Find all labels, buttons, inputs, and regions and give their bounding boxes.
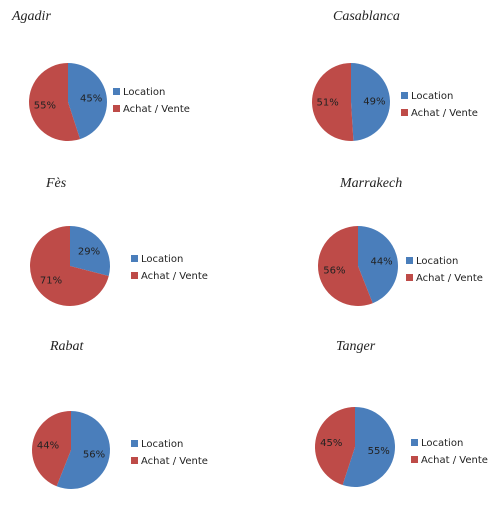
- pie-slice: [358, 226, 399, 304]
- legend-swatch: [131, 440, 138, 447]
- legend-label: Achat / Vente: [141, 456, 208, 467]
- data-label: 44%: [370, 257, 392, 268]
- legend-label: Location: [141, 254, 183, 265]
- pie-slice: [56, 411, 110, 489]
- data-label: 45%: [80, 93, 102, 104]
- pie-slice: [351, 62, 391, 141]
- chart-title: Fès: [45, 176, 67, 191]
- chart-title: Casablanca: [333, 9, 400, 24]
- data-label: 56%: [83, 449, 105, 460]
- pie-slice: [30, 226, 109, 307]
- legend-swatch: [401, 109, 408, 116]
- legend-swatch: [113, 88, 120, 95]
- legend-swatch: [411, 456, 418, 463]
- data-label: 71%: [40, 276, 62, 287]
- legend-label: Achat / Vente: [416, 273, 483, 284]
- pie-slice: [28, 63, 81, 142]
- legend-label: Location: [123, 87, 165, 98]
- legend-label: Location: [141, 439, 183, 450]
- pie-slice: [31, 411, 71, 487]
- legend-swatch: [131, 457, 138, 464]
- legend-swatch: [406, 257, 413, 264]
- legend-label: Achat / Vente: [141, 271, 208, 282]
- legend-label: Location: [421, 438, 463, 449]
- chart-title: Agadir: [11, 9, 51, 24]
- data-label: 55%: [368, 446, 390, 457]
- data-label: 44%: [37, 441, 59, 452]
- chart-title: Tanger: [336, 339, 376, 354]
- legend-swatch: [406, 274, 413, 281]
- data-label: 45%: [320, 438, 342, 449]
- legend-label: Location: [411, 91, 453, 102]
- legend-label: Location: [416, 256, 458, 267]
- pie-slice: [317, 226, 373, 307]
- legend-label: Achat / Vente: [421, 455, 488, 466]
- data-label: 49%: [363, 96, 385, 107]
- legend-swatch: [401, 92, 408, 99]
- data-label: 29%: [78, 246, 100, 257]
- chart-title: Rabat: [49, 339, 85, 354]
- legend-label: Achat / Vente: [123, 104, 190, 115]
- data-label: 56%: [323, 265, 345, 276]
- legend-label: Achat / Vente: [411, 108, 478, 119]
- chart-title: Marrakech: [339, 176, 402, 191]
- pie-slice: [70, 226, 110, 276]
- data-label: 55%: [34, 101, 56, 112]
- legend-swatch: [113, 105, 120, 112]
- data-label: 51%: [316, 98, 338, 109]
- legend-swatch: [411, 439, 418, 446]
- pie-slice: [68, 63, 107, 140]
- pie-slice: [312, 63, 354, 141]
- legend-swatch: [131, 255, 138, 262]
- pie-slice: [342, 407, 395, 488]
- legend-swatch: [131, 272, 138, 279]
- pie-slice: [315, 407, 355, 486]
